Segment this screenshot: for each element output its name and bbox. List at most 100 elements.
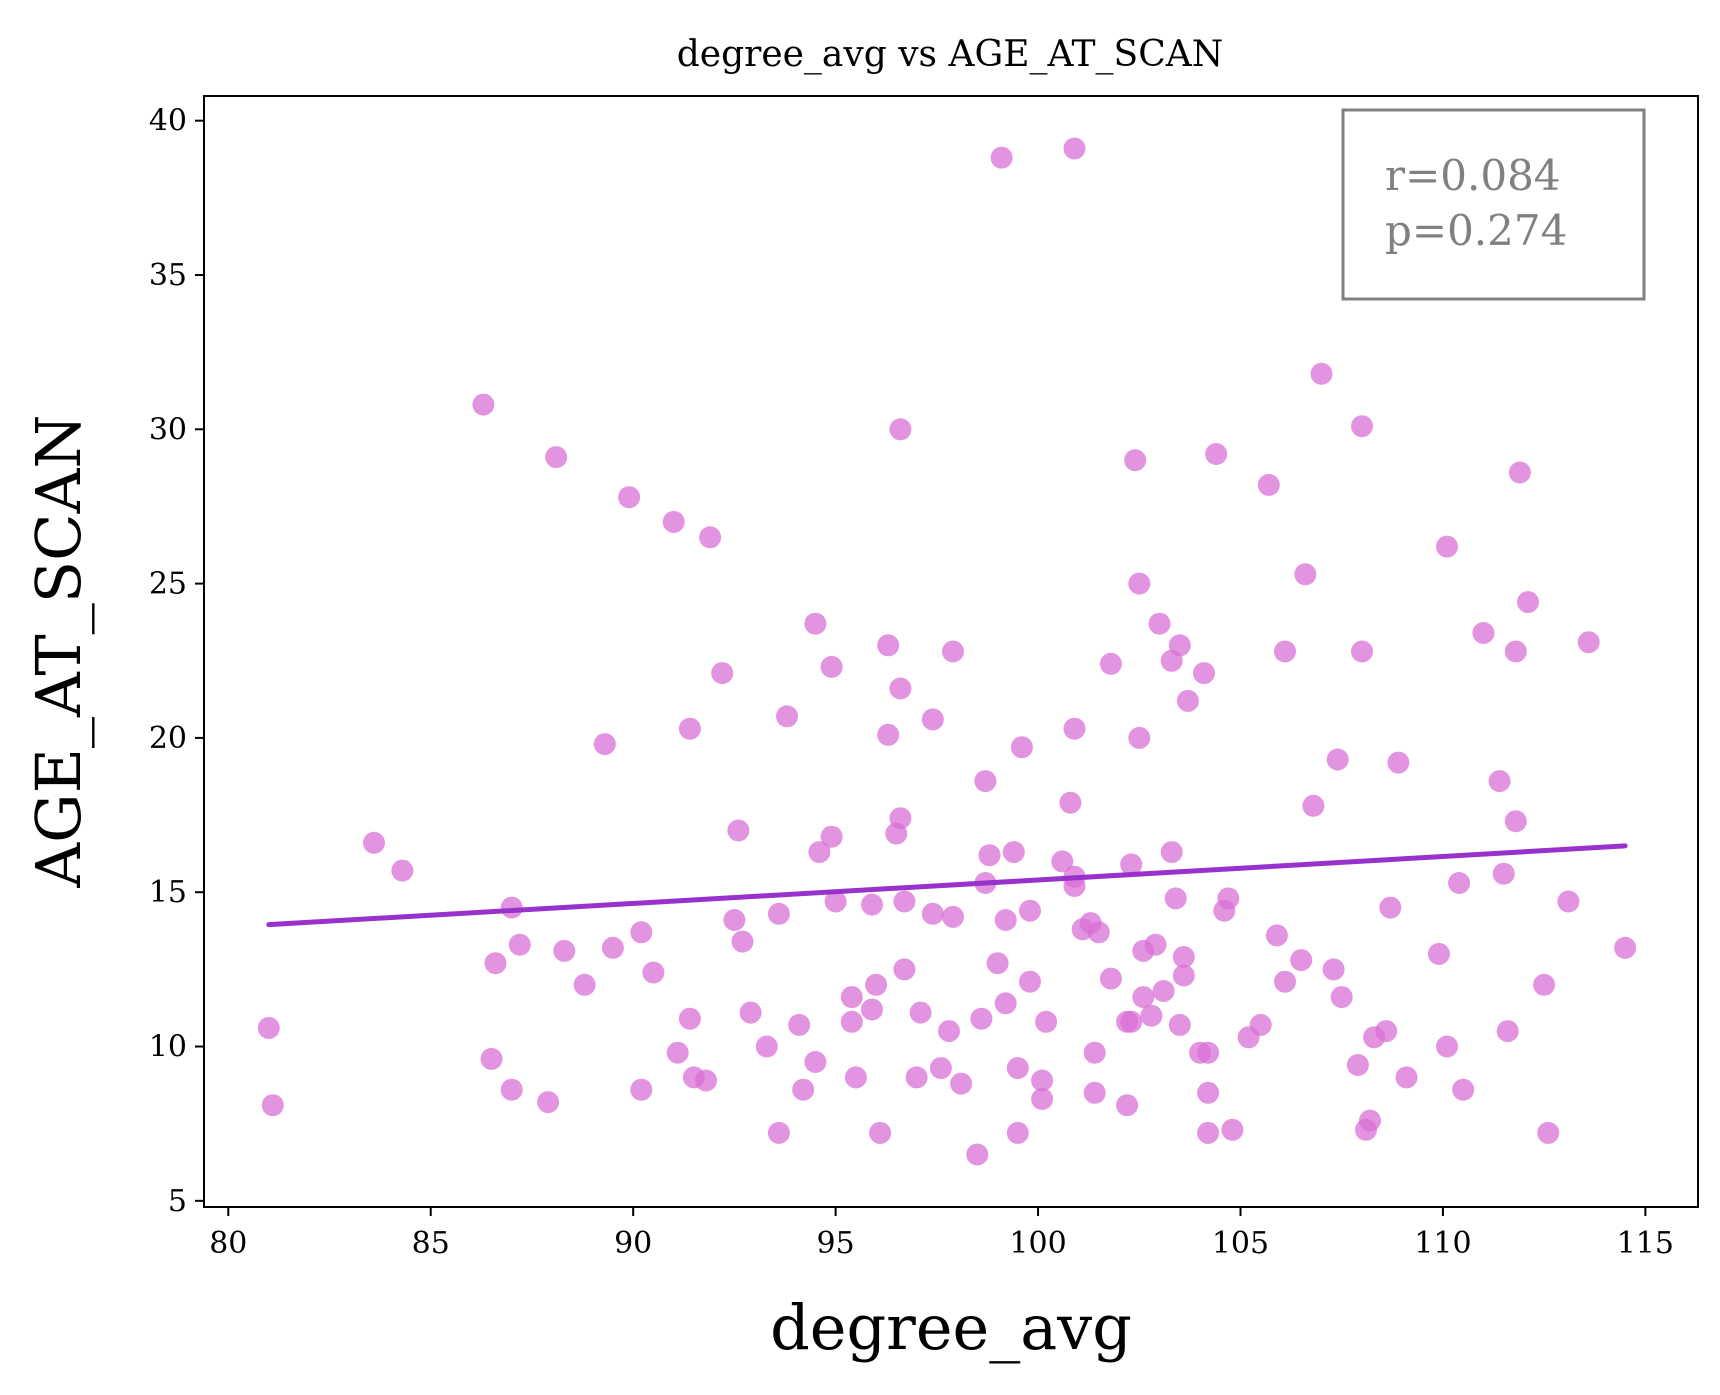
data-point bbox=[950, 1072, 973, 1095]
x-tick-label: 90 bbox=[614, 1226, 652, 1261]
data-point bbox=[877, 723, 900, 746]
data-point bbox=[472, 393, 495, 416]
data-point bbox=[905, 1066, 928, 1089]
data-point bbox=[820, 655, 843, 678]
y-axis-ticks: 5 10 15 20 25 30 35 40 bbox=[149, 104, 204, 1219]
data-point bbox=[1496, 1020, 1519, 1043]
data-point bbox=[1019, 970, 1041, 993]
data-point bbox=[1330, 986, 1353, 1009]
data-point bbox=[601, 936, 624, 959]
data-point bbox=[711, 662, 734, 685]
data-point bbox=[921, 708, 944, 731]
data-point bbox=[642, 961, 665, 984]
data-point bbox=[942, 905, 964, 928]
data-point bbox=[1326, 748, 1349, 771]
data-point bbox=[1359, 1109, 1381, 1132]
data-point bbox=[1322, 958, 1345, 981]
data-point bbox=[942, 640, 964, 663]
data-point bbox=[986, 952, 1009, 975]
data-point bbox=[1533, 973, 1556, 996]
data-point bbox=[767, 1121, 790, 1144]
data-point bbox=[1557, 890, 1580, 913]
y-axis-label: AGE_AT_SCAN bbox=[22, 414, 95, 888]
data-point bbox=[1059, 791, 1082, 814]
data-point bbox=[666, 1041, 689, 1064]
y-tick-label: 5 bbox=[168, 1184, 187, 1219]
data-point bbox=[699, 526, 722, 549]
x-tick-label: 105 bbox=[1212, 1226, 1269, 1261]
data-point bbox=[861, 893, 883, 916]
data-point bbox=[1172, 964, 1195, 987]
data-point bbox=[1144, 933, 1167, 956]
data-point bbox=[1051, 850, 1074, 873]
data-point bbox=[1152, 980, 1175, 1002]
data-point bbox=[1193, 662, 1215, 685]
data-point bbox=[1488, 770, 1511, 793]
data-point bbox=[261, 1094, 284, 1117]
data-point bbox=[662, 510, 685, 533]
y-tick-label: 20 bbox=[149, 721, 187, 756]
data-point bbox=[1265, 924, 1288, 947]
stats-box-border bbox=[1341, 108, 1646, 301]
x-tick-label: 95 bbox=[817, 1226, 855, 1261]
data-point bbox=[363, 831, 385, 854]
data-point bbox=[877, 634, 900, 657]
data-point bbox=[1124, 449, 1147, 472]
data-point bbox=[1508, 461, 1531, 484]
data-point bbox=[1002, 841, 1025, 864]
data-point bbox=[1504, 640, 1527, 663]
data-point bbox=[731, 930, 754, 953]
regression-line bbox=[266, 843, 1628, 928]
data-point bbox=[553, 939, 576, 962]
data-point bbox=[921, 902, 944, 925]
y-tick-label: 15 bbox=[149, 875, 187, 910]
data-point bbox=[844, 1066, 867, 1089]
y-tick-label: 40 bbox=[149, 104, 187, 139]
data-point bbox=[1083, 1081, 1106, 1104]
y-tick-label: 30 bbox=[149, 412, 187, 447]
data-point bbox=[1128, 572, 1151, 595]
data-point bbox=[893, 890, 916, 913]
x-tick-label: 110 bbox=[1414, 1226, 1471, 1261]
data-point bbox=[480, 1047, 503, 1070]
x-tick-label: 100 bbox=[1009, 1226, 1066, 1261]
data-point bbox=[1116, 1094, 1139, 1117]
data-point bbox=[1351, 640, 1373, 663]
data-point bbox=[865, 973, 888, 996]
data-point bbox=[1128, 726, 1151, 749]
data-point bbox=[767, 902, 790, 925]
y-tick-label: 25 bbox=[149, 567, 187, 602]
data-point bbox=[1099, 652, 1122, 675]
data-point bbox=[1614, 936, 1637, 959]
data-point bbox=[755, 1035, 778, 1058]
y-tick-label: 10 bbox=[149, 1030, 187, 1065]
data-point bbox=[1140, 1004, 1163, 1027]
data-point bbox=[257, 1017, 280, 1039]
data-point bbox=[1035, 1010, 1058, 1033]
data-point bbox=[391, 859, 414, 882]
data-point bbox=[1387, 751, 1410, 774]
data-point bbox=[630, 1078, 653, 1101]
data-point bbox=[1249, 1013, 1272, 1036]
data-point bbox=[869, 1121, 892, 1144]
data-point bbox=[593, 733, 616, 756]
data-point bbox=[1172, 946, 1195, 968]
data-point bbox=[1517, 591, 1539, 614]
data-point bbox=[1031, 1088, 1054, 1110]
data-point bbox=[727, 819, 750, 842]
data-point bbox=[484, 952, 507, 975]
data-point bbox=[994, 992, 1017, 1015]
stats-box: r=0.084 p=0.274 bbox=[1341, 108, 1646, 301]
data-point bbox=[804, 1051, 827, 1073]
data-point bbox=[1537, 1121, 1560, 1144]
data-point bbox=[1164, 887, 1187, 910]
data-point bbox=[1290, 949, 1313, 972]
data-point bbox=[1205, 443, 1228, 465]
data-point bbox=[974, 770, 997, 793]
data-point bbox=[788, 1013, 811, 1036]
data-point bbox=[889, 807, 912, 830]
data-point bbox=[840, 1010, 863, 1033]
data-point bbox=[1168, 1013, 1191, 1036]
data-point bbox=[1472, 622, 1495, 644]
data-point bbox=[889, 418, 912, 441]
